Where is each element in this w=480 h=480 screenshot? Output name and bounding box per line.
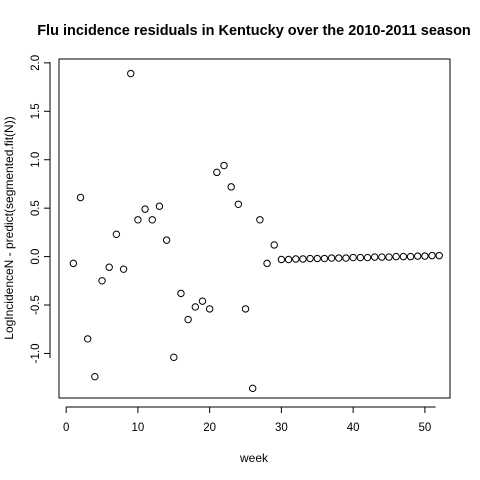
data-point — [184, 315, 192, 324]
data-point — [170, 353, 178, 362]
y-tick-label: 0.5 — [30, 200, 42, 216]
data-point — [227, 183, 235, 191]
data-point — [198, 297, 207, 305]
data-point — [155, 202, 164, 210]
data-point — [342, 254, 350, 262]
data-point — [435, 251, 443, 260]
data-point — [177, 289, 185, 298]
data-points — [69, 69, 443, 393]
data-point — [127, 69, 135, 78]
x-tick-label: 10 — [132, 422, 145, 434]
data-point — [399, 252, 408, 261]
data-point — [205, 305, 214, 313]
data-point — [105, 263, 113, 271]
data-point — [327, 254, 336, 262]
data-point — [249, 384, 257, 393]
data-point — [220, 161, 228, 170]
data-point — [421, 252, 429, 260]
y-axis-ticks: -1.0 -0.5 0.0 0.5 1.0 1.5 2.0 — [30, 55, 50, 363]
data-point — [134, 216, 142, 224]
data-point — [292, 255, 300, 263]
data-point — [284, 255, 293, 264]
data-point — [263, 259, 271, 268]
data-point — [241, 305, 250, 313]
x-tick-label: 40 — [347, 422, 360, 434]
data-point — [313, 254, 321, 263]
y-tick-label: 0.0 — [30, 249, 42, 265]
y-tick-label: -0.5 — [30, 295, 42, 315]
data-point — [234, 200, 243, 208]
data-point — [335, 254, 343, 262]
data-point — [406, 252, 415, 261]
data-point — [299, 255, 307, 263]
data-point — [385, 253, 393, 261]
x-axis-ticks: 0 10 20 30 40 50 — [63, 407, 431, 434]
data-point — [148, 216, 156, 224]
data-point — [141, 205, 149, 213]
x-tick-label: 50 — [418, 422, 431, 434]
data-point — [349, 253, 357, 262]
data-point — [378, 253, 386, 261]
y-tick-label: -1.0 — [30, 344, 42, 364]
x-tick-label: 30 — [275, 422, 288, 434]
y-axis-label: LogIncidenceN - predict(segmented.fit(N)… — [2, 116, 16, 339]
data-point — [256, 216, 264, 224]
data-point — [119, 265, 128, 273]
x-axis-label: week — [239, 451, 269, 465]
data-point — [370, 253, 379, 261]
data-point — [191, 303, 200, 311]
data-point — [428, 251, 436, 260]
data-point — [162, 236, 171, 244]
data-point — [98, 277, 106, 285]
data-point — [356, 253, 365, 262]
y-tick-label: 1.0 — [30, 152, 42, 168]
x-tick-label: 0 — [63, 422, 69, 434]
y-tick-label: 2.0 — [30, 55, 42, 71]
y-tick-label: 1.5 — [30, 103, 42, 119]
chart-title: Flu incidence residuals in Kentucky over… — [37, 23, 471, 39]
data-point — [363, 253, 372, 262]
data-point — [213, 168, 221, 177]
data-point — [414, 252, 422, 260]
plot-area-frame — [58, 58, 451, 399]
data-point — [392, 252, 400, 261]
data-point — [76, 193, 85, 202]
data-point — [277, 255, 286, 264]
x-tick-label: 20 — [203, 422, 216, 434]
data-point — [306, 254, 314, 263]
data-point — [91, 372, 99, 381]
data-point — [320, 254, 329, 263]
data-point — [83, 335, 92, 343]
data-point — [270, 241, 278, 249]
data-point — [69, 259, 78, 268]
data-point — [112, 230, 121, 239]
